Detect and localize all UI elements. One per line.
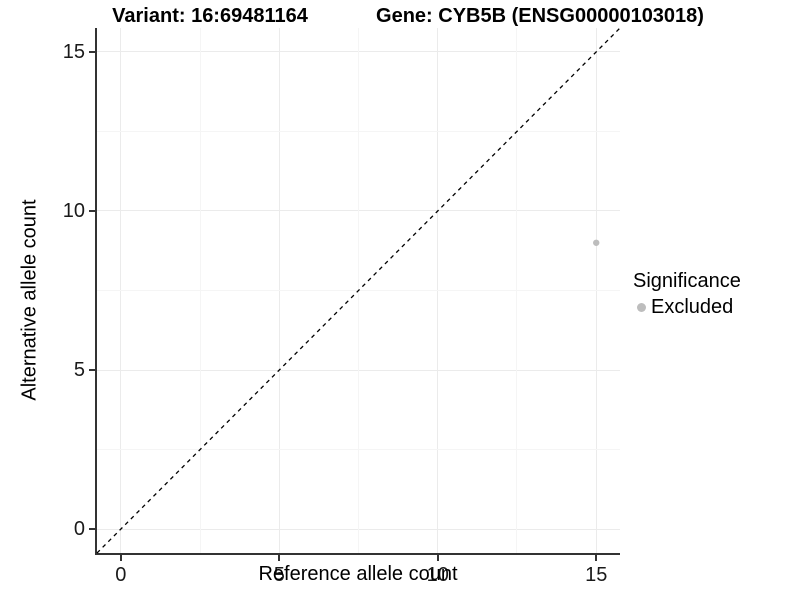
data-point — [593, 239, 600, 246]
x-tick-label: 5 — [273, 564, 285, 586]
identity-line — [96, 27, 621, 554]
plot-panel: 0 5 10 15 0 5 10 15 — [63, 27, 621, 586]
legend-key-dot — [637, 303, 646, 312]
y-tick — [89, 528, 95, 531]
legend-title: Significance — [633, 270, 741, 292]
y-axis-line — [95, 28, 97, 555]
x-tick — [595, 555, 598, 561]
gridline-x-minor — [199, 28, 201, 553]
legend-item-label: Excluded — [651, 296, 734, 318]
plot-title-gene: Gene: CYB5B (ENSG00000103018) — [376, 5, 704, 27]
y-tick — [89, 50, 95, 53]
plot-title-variant: Variant: 16:69481164 — [112, 5, 308, 27]
x-tick — [278, 555, 281, 561]
gridline-x-minor — [516, 28, 518, 553]
plot-layer — [96, 27, 621, 554]
y-tick — [89, 369, 95, 372]
y-tick-label: 15 — [62, 40, 85, 63]
legend-item: Excluded — [633, 296, 741, 319]
x-tick-label: 15 — [585, 564, 608, 586]
x-tick — [119, 555, 122, 561]
x-tick-label: 10 — [426, 564, 449, 586]
y-tick-label: 10 — [62, 199, 85, 222]
x-axis-label: Reference allele count — [258, 563, 458, 585]
y-axis-label: Alternative allele count — [18, 199, 41, 401]
y-tick-label: 0 — [73, 518, 85, 541]
x-tick-label: 0 — [115, 564, 127, 586]
legend: Significance Excluded — [633, 270, 741, 319]
y-tick — [89, 209, 95, 212]
legend-items: Excluded — [633, 296, 741, 319]
y-tick-label: 5 — [73, 359, 85, 382]
x-tick — [436, 555, 439, 561]
x-axis-line — [95, 553, 620, 555]
